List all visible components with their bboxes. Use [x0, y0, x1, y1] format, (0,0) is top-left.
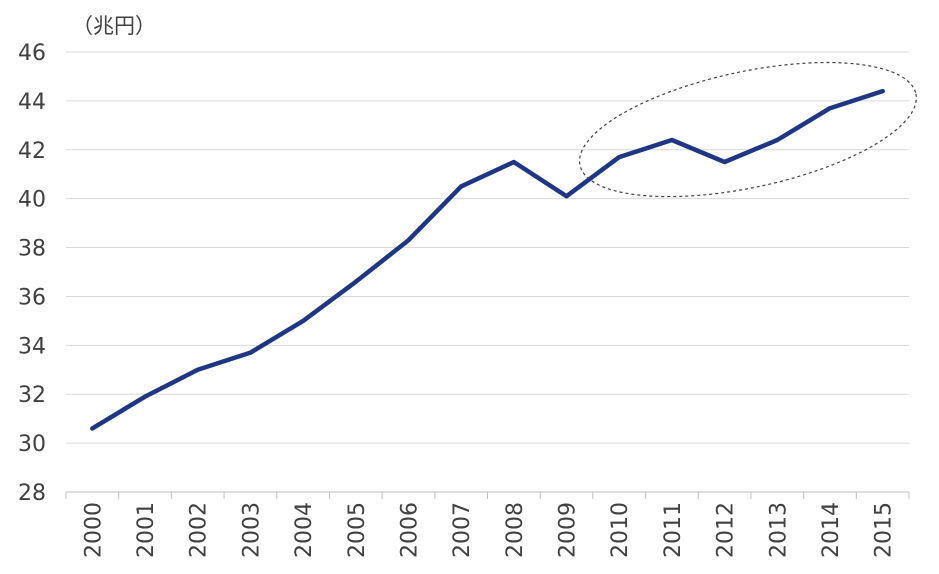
x-axis-ticks: 2000 2001 2002 2003 2004 2005 2006 2007 2008 2009… — [81, 502, 896, 558]
y-axis-unit-label: （兆円） — [72, 14, 156, 38]
x-tick-label: 2013 — [766, 502, 791, 558]
y-tick-label: 42 — [18, 139, 46, 164]
x-axis — [65, 491, 910, 499]
x-tick-label: 2003 — [239, 502, 264, 558]
y-tick-label: 28 — [18, 481, 46, 506]
data-point — [722, 160, 727, 164]
y-tick-label: 36 — [18, 285, 46, 310]
data-point — [564, 194, 569, 199]
y-tick-label: 32 — [18, 383, 46, 408]
x-tick-label: 2000 — [81, 502, 106, 558]
annotation-group — [578, 61, 917, 198]
x-tick-label: 2002 — [187, 502, 212, 558]
y-tick-label: 44 — [18, 90, 46, 115]
x-tick-label: 2010 — [608, 502, 633, 558]
x-tick-label: 2007 — [450, 502, 475, 558]
x-tick-label: 2008 — [503, 502, 528, 558]
x-tick-label: 2009 — [556, 502, 581, 558]
x-tick-label: 2006 — [397, 502, 422, 558]
data-point — [90, 426, 95, 431]
x-tick-label: 2001 — [134, 502, 159, 558]
x-tick-label: 2004 — [292, 502, 317, 558]
x-tick-label: 2011 — [661, 502, 686, 558]
data-point — [827, 106, 832, 111]
annotation-ellipse — [578, 61, 917, 198]
data-point — [669, 138, 674, 142]
y-tick-label: 38 — [18, 237, 46, 262]
data-point — [353, 279, 358, 284]
x-tick-label: 2005 — [345, 502, 370, 558]
y-tick-label: 34 — [18, 334, 46, 359]
x-tick-label: 2014 — [819, 502, 844, 558]
data-point — [406, 238, 411, 243]
y-tick-label: 30 — [18, 432, 46, 457]
series-group — [90, 88, 885, 431]
data-point — [880, 89, 885, 94]
data-point — [775, 138, 780, 142]
data-point — [195, 367, 200, 372]
data-point — [511, 160, 516, 164]
x-tick-label: 2015 — [872, 502, 897, 558]
gridlines — [66, 51, 909, 444]
series-line — [90, 88, 885, 431]
data-point — [143, 394, 148, 399]
y-tick-label: 46 — [18, 41, 46, 66]
data-point — [617, 155, 622, 160]
y-axis-ticks: 28 30 32 34 36 38 40 42 44 46 — [18, 41, 46, 506]
x-tick-label: 2012 — [714, 502, 739, 558]
data-point — [459, 184, 464, 189]
data-point — [248, 350, 253, 355]
y-tick-label: 40 — [18, 188, 46, 213]
data-point — [301, 318, 306, 323]
